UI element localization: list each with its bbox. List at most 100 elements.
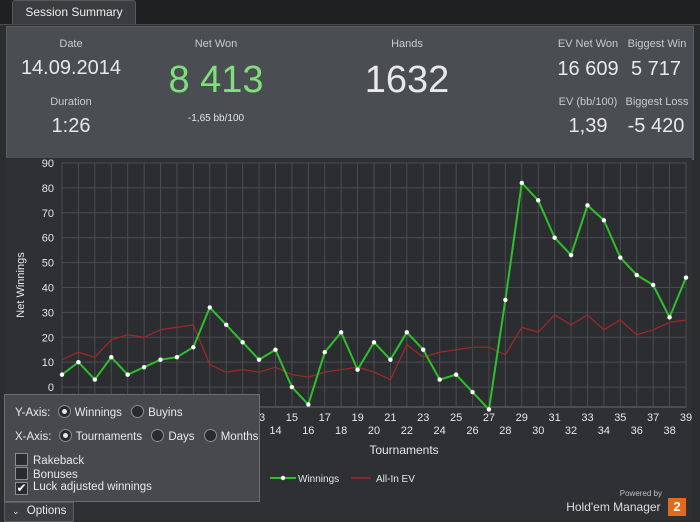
series-line-all-in-ev [61, 314, 687, 381]
x-tick-label: 30 [532, 425, 544, 437]
date-value: 14.09.2014 [20, 57, 122, 79]
y-tick-label: 90 [42, 158, 54, 170]
x-tick-label: 18 [335, 425, 347, 437]
data-point [322, 350, 327, 355]
options-button-label: Options [26, 505, 67, 517]
y-axis-title: Net Winnings [15, 252, 27, 318]
xaxis-tournaments-label: Tournaments [75, 431, 143, 443]
data-point [141, 364, 147, 370]
date-label: Date [59, 38, 83, 50]
x-tick-label: 23 [417, 412, 429, 424]
y-tick-label: 0 [48, 382, 54, 394]
rakeback-label: Rakeback [33, 455, 85, 467]
x-tick-label: 25 [450, 412, 462, 424]
data-point [470, 389, 475, 395]
powered-by-text: Powered by [619, 488, 662, 498]
data-point [273, 347, 278, 352]
net-winnings-chart: 0102030405060708090131517192123252729313… [15, 158, 692, 485]
luck-adjusted-checkbox[interactable]: ✔ Luck adjusted winnings [15, 481, 152, 495]
y-tick-label: 80 [42, 183, 54, 195]
x-tick-label: 20 [368, 425, 380, 437]
y-tick-label: 10 [42, 357, 54, 369]
x-tick-label: 24 [434, 425, 446, 437]
data-point [601, 218, 607, 223]
x-tick-label: 33 [581, 412, 593, 424]
x-tick-label: 14 [269, 425, 281, 437]
bonuses-checkbox[interactable]: Bonuses [15, 467, 78, 481]
xaxis-months-label: Months [220, 431, 259, 443]
net-won-label: Net Won [194, 38, 238, 50]
data-point [240, 340, 245, 345]
x-axis-title: Tournaments [369, 443, 438, 457]
product-name: Hold'em Manager [566, 499, 661, 514]
duration-value: 1:26 [51, 115, 91, 137]
data-point [92, 377, 98, 382]
data-point [585, 203, 590, 208]
checkmark-icon: ✔ [15, 481, 28, 495]
yaxis-label: Y-Axis: [15, 407, 51, 419]
data-point [207, 305, 212, 310]
biggest-loss-label: Biggest Loss [625, 96, 689, 108]
data-point [503, 297, 508, 303]
y-tick-label: 40 [42, 282, 54, 294]
x-tick-label: 31 [549, 412, 561, 424]
net-won-value: 8 413 [168, 59, 264, 101]
x-tick-label: 37 [647, 412, 659, 424]
data-point [437, 377, 442, 382]
data-point [552, 235, 557, 240]
data-point [634, 272, 639, 278]
luck-adjusted-label: Luck adjusted winnings [33, 481, 152, 493]
data-point [338, 330, 344, 335]
data-point [174, 355, 180, 360]
y-tick-label: 60 [42, 233, 54, 245]
radio-icon [203, 429, 217, 442]
x-tick-label: 32 [565, 425, 577, 437]
yaxis-buyins-label: Buyins [148, 407, 183, 419]
data-point [650, 282, 656, 288]
branding: Powered by Hold'em Manager 2 [566, 489, 686, 516]
biggest-win-value: 5 717 [630, 58, 682, 80]
ev-net-won-label: EV Net Won [557, 38, 619, 50]
options-button[interactable]: ⌄ Options [4, 502, 74, 522]
radio-icon [151, 429, 165, 442]
xaxis-months-radio[interactable]: Months [203, 429, 259, 443]
x-tick-label: 21 [384, 412, 396, 424]
data-point [667, 315, 672, 320]
net-won-bb: -1,65 bb/100 [187, 113, 245, 124]
x-tick-label: 27 [483, 412, 495, 424]
data-point [59, 372, 65, 377]
bonuses-label: Bonuses [33, 469, 78, 481]
legend-marker [280, 475, 286, 481]
data-point [125, 372, 130, 377]
xaxis-tournaments-radio[interactable]: Tournaments [58, 429, 143, 443]
x-tick-label: 22 [401, 425, 413, 437]
data-point [289, 384, 295, 390]
x-tick-label: 35 [614, 412, 626, 424]
yaxis-winnings-label: Winnings [74, 407, 122, 419]
rakeback-checkbox[interactable]: Rakeback [15, 453, 84, 467]
checkbox-icon [15, 467, 28, 480]
data-point [453, 372, 459, 377]
tab-session-summary[interactable]: Session Summary [12, 0, 136, 24]
ev-bb-value: 1,39 [568, 115, 608, 137]
y-tick-label: 20 [42, 332, 54, 344]
data-point [388, 357, 393, 362]
yaxis-buyins-radio[interactable]: Buyins [131, 405, 183, 419]
xaxis-days-label: Days [168, 431, 195, 443]
data-point [256, 357, 262, 362]
duration-label: Duration [50, 96, 92, 108]
x-tick-label: 34 [598, 425, 610, 437]
x-tick-label: 36 [631, 425, 643, 437]
version-badge: 2 [668, 497, 686, 516]
ev-bb-label: EV (bb/100) [558, 96, 618, 108]
yaxis-winnings-radio[interactable]: Winnings [57, 405, 122, 419]
data-point [536, 198, 541, 203]
x-tick-label: 19 [351, 412, 363, 424]
data-point [404, 330, 410, 335]
x-tick-label: 16 [302, 425, 314, 437]
x-tick-label: 26 [466, 425, 478, 437]
xaxis-days-radio[interactable]: Days [151, 429, 195, 443]
data-point [191, 345, 196, 350]
data-point [371, 340, 377, 345]
data-point [306, 402, 311, 407]
